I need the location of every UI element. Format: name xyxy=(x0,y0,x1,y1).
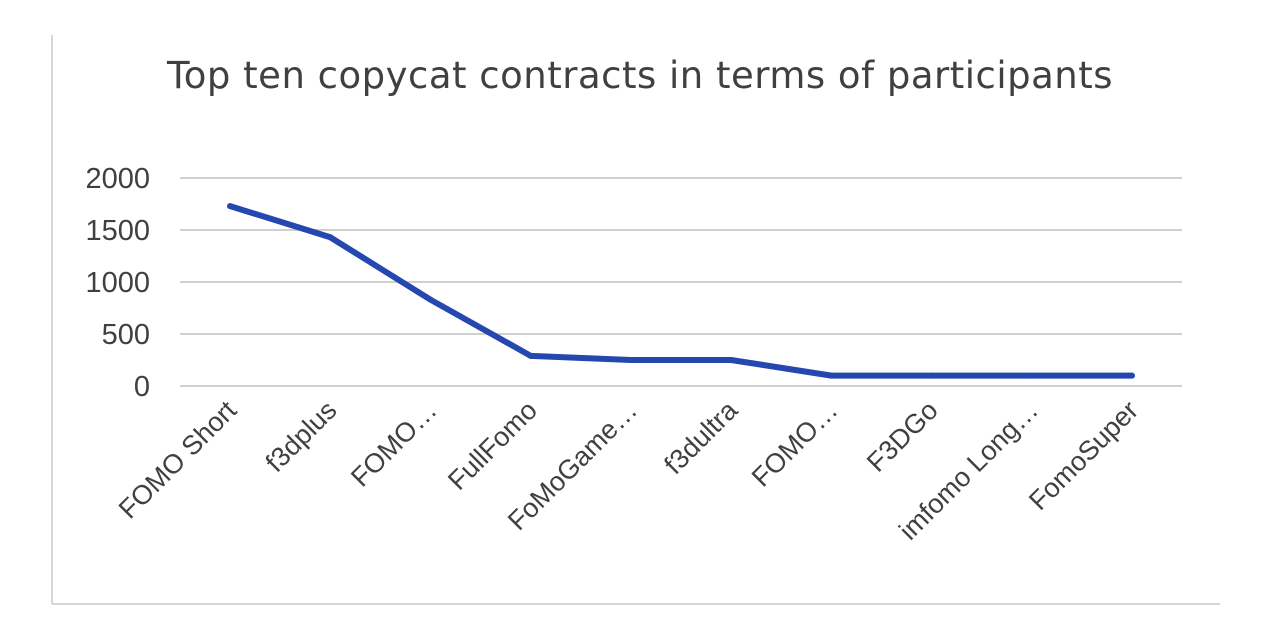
x-tick-label: FullFomo xyxy=(442,395,543,496)
data-point xyxy=(728,357,735,363)
x-tick-label: FOMO… xyxy=(345,395,443,493)
y-tick-label: 500 xyxy=(102,319,150,351)
data-point xyxy=(527,352,534,359)
x-tick-label: FOMO Short xyxy=(113,395,243,525)
series-layer xyxy=(227,203,1135,379)
data-point xyxy=(1028,372,1035,379)
x-tick-label: F3DGo xyxy=(861,395,944,478)
data-point xyxy=(427,296,434,303)
x-tick-label: FomoSuper xyxy=(1023,395,1144,516)
gridlines xyxy=(180,177,1182,387)
x-tick-label: f3dultra xyxy=(658,394,744,480)
x-tick-label: f3dplus xyxy=(260,395,343,478)
data-point xyxy=(327,234,334,241)
data-point xyxy=(227,203,234,210)
data-point xyxy=(1128,372,1135,379)
chart-title: Top ten copycat contracts in terms of pa… xyxy=(166,54,1113,97)
y-axis-ticks: 0 500 1000 1500 2000 xyxy=(85,163,150,403)
y-tick-label: 1500 xyxy=(85,215,150,247)
x-tick-label: FOMO… xyxy=(746,395,844,493)
data-point xyxy=(828,372,835,379)
data-point xyxy=(627,357,634,363)
y-tick-label: 1000 xyxy=(85,267,150,299)
series-line xyxy=(227,203,1135,379)
data-point xyxy=(928,372,935,379)
y-tick-label: 2000 xyxy=(85,163,150,195)
y-tick-label: 0 xyxy=(134,371,150,403)
